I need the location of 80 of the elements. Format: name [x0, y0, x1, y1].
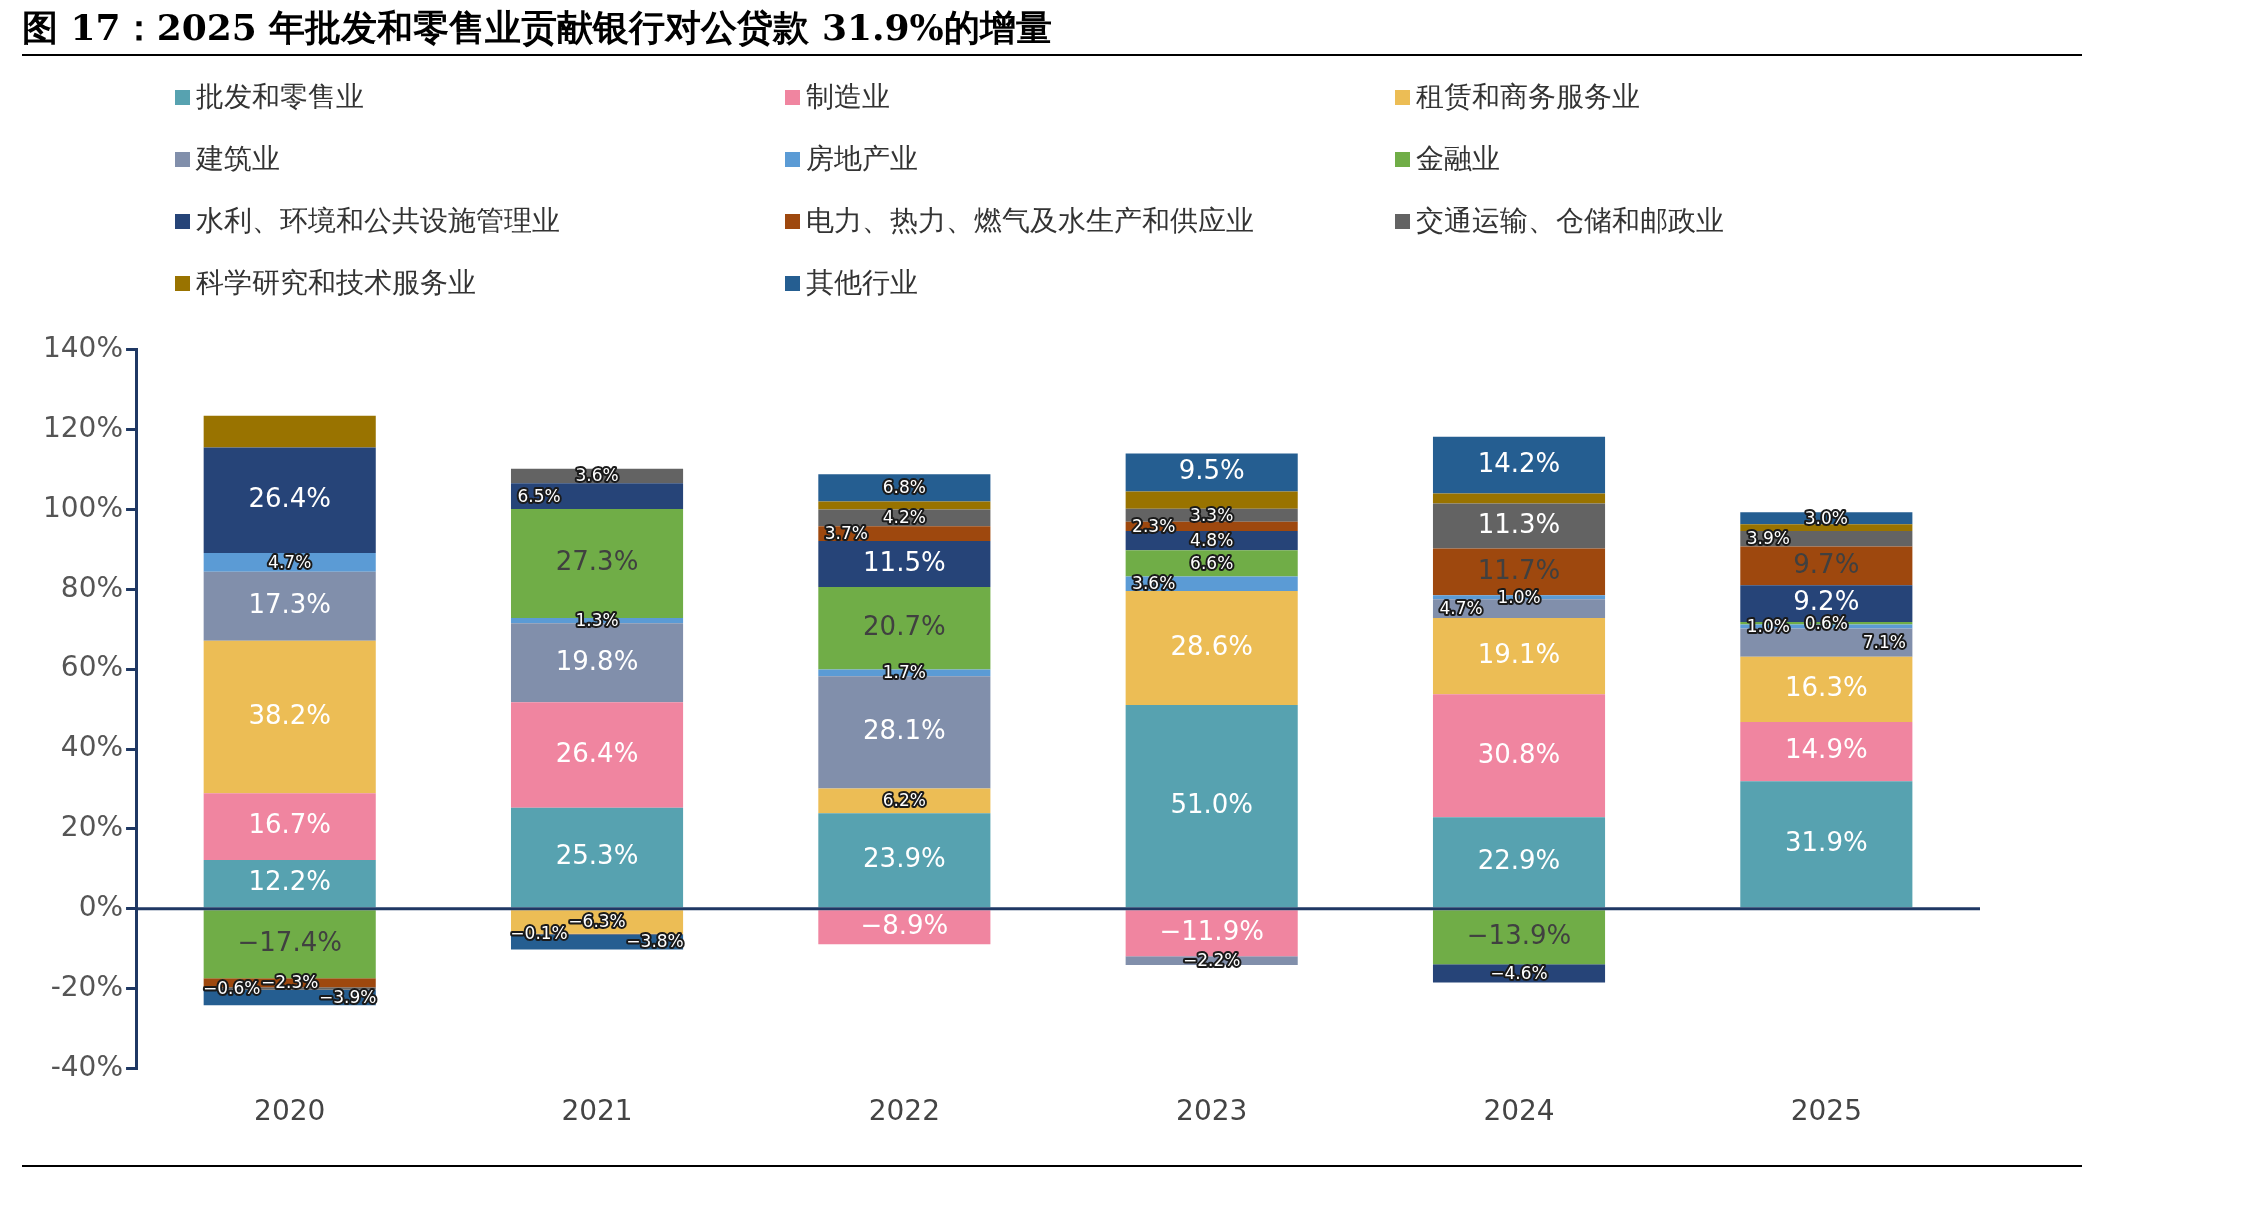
- legend-label: 租赁和商务服务业: [1416, 79, 1640, 115]
- data-label: 4.7%: [1439, 598, 1483, 619]
- legend-label: 电力、热力、燃气及水生产和供应业: [806, 203, 1254, 239]
- legend-label: 科学研究和技术服务业: [196, 265, 476, 301]
- data-label: −3.8%: [626, 931, 684, 952]
- legend-label: 制造业: [806, 79, 890, 115]
- data-label: 30.8%: [1477, 738, 1561, 769]
- data-label: 6.8%: [882, 477, 926, 498]
- y-tick-label: -40%: [50, 1049, 124, 1083]
- data-label: 7.1%: [1862, 632, 1906, 653]
- x-tick-label: 2021: [561, 1094, 633, 1128]
- data-label: 4.7%: [268, 551, 312, 572]
- data-label: 19.8%: [555, 645, 639, 676]
- data-label: 3.9%: [1746, 528, 1790, 549]
- data-label: −13.9%: [1466, 919, 1572, 950]
- data-label: 4.2%: [882, 507, 926, 528]
- y-tick-label: 0%: [78, 889, 124, 923]
- data-label: 16.3%: [1785, 672, 1868, 703]
- data-label: 31.9%: [1785, 827, 1868, 858]
- x-tick-label: 2025: [1790, 1094, 1862, 1128]
- legend-label: 批发和零售业: [196, 79, 364, 115]
- y-tick-label: 80%: [60, 570, 124, 604]
- y-tick-label: -20%: [50, 969, 124, 1003]
- data-label: 14.2%: [1477, 447, 1561, 478]
- y-tick-label: 20%: [60, 810, 124, 844]
- legend-label: 建筑业: [196, 141, 280, 177]
- data-label: 6.5%: [517, 485, 561, 506]
- data-label: 23.9%: [863, 843, 946, 873]
- data-label: 9.5%: [1178, 455, 1245, 486]
- x-tick-label: 2020: [254, 1094, 326, 1128]
- data-label: 12.2%: [248, 866, 332, 897]
- data-label: 17.3%: [248, 589, 332, 620]
- legend-label: 其他行业: [806, 265, 918, 301]
- y-tick-label: 40%: [60, 730, 124, 764]
- data-label: −3.9%: [318, 986, 377, 1007]
- data-label: −0.6%: [202, 977, 261, 998]
- data-label: −2.3%: [260, 972, 319, 993]
- data-label: 26.4%: [555, 737, 639, 768]
- x-tick-label: 2023: [1176, 1094, 1248, 1128]
- data-label: 6.2%: [882, 790, 926, 811]
- x-tick-label: 2022: [868, 1094, 940, 1128]
- data-label: 14.9%: [1785, 734, 1868, 765]
- data-label: 38.2%: [248, 699, 332, 730]
- data-label: −8.9%: [860, 909, 949, 940]
- y-tick-label: 140%: [42, 331, 124, 365]
- data-label: 22.9%: [1477, 845, 1561, 875]
- y-tick-label: 60%: [60, 650, 124, 684]
- legend-label: 房地产业: [806, 141, 918, 177]
- data-label: −6.3%: [568, 911, 626, 932]
- data-label: 51.0%: [1170, 788, 1253, 819]
- x-tick-label: 2024: [1483, 1094, 1555, 1128]
- data-label: −4.6%: [1490, 962, 1548, 983]
- data-label: 3.6%: [1132, 573, 1176, 594]
- data-label: 11.5%: [863, 546, 946, 577]
- data-label: 3.6%: [575, 465, 619, 486]
- legend-label: 金融业: [1416, 141, 1500, 177]
- data-label: 20.7%: [863, 611, 946, 642]
- legend-label: 交通运输、仓储和邮政业: [1416, 203, 1724, 239]
- data-label: 3.0%: [1804, 507, 1848, 528]
- data-label: 2.3%: [1132, 515, 1176, 536]
- data-label: 28.1%: [863, 715, 946, 746]
- y-tick-label: 120%: [42, 410, 124, 444]
- data-label: −11.9%: [1159, 915, 1264, 946]
- data-label: 28.6%: [1170, 630, 1253, 661]
- legend-label: 水利、环境和公共设施管理业: [196, 203, 560, 239]
- y-tick-label: 100%: [42, 490, 124, 524]
- chart-title: 图 17：2025 年批发和零售业贡献银行对公贷款 31.9%的增量: [22, 5, 1052, 50]
- data-label: 16.7%: [248, 809, 332, 840]
- data-label: 19.1%: [1477, 638, 1561, 669]
- data-label: −17.4%: [237, 926, 342, 957]
- data-label: 3.3%: [1190, 504, 1234, 525]
- data-label: 4.8%: [1190, 530, 1234, 551]
- data-label: 11.7%: [1477, 554, 1561, 585]
- data-label: 25.3%: [555, 840, 639, 871]
- data-label: 3.7%: [824, 523, 868, 544]
- data-label: 9.7%: [1793, 548, 1860, 579]
- data-label: 11.3%: [1477, 508, 1561, 539]
- data-label: 26.4%: [248, 483, 332, 514]
- data-label: 6.6%: [1190, 552, 1234, 573]
- data-label: 27.3%: [555, 546, 639, 577]
